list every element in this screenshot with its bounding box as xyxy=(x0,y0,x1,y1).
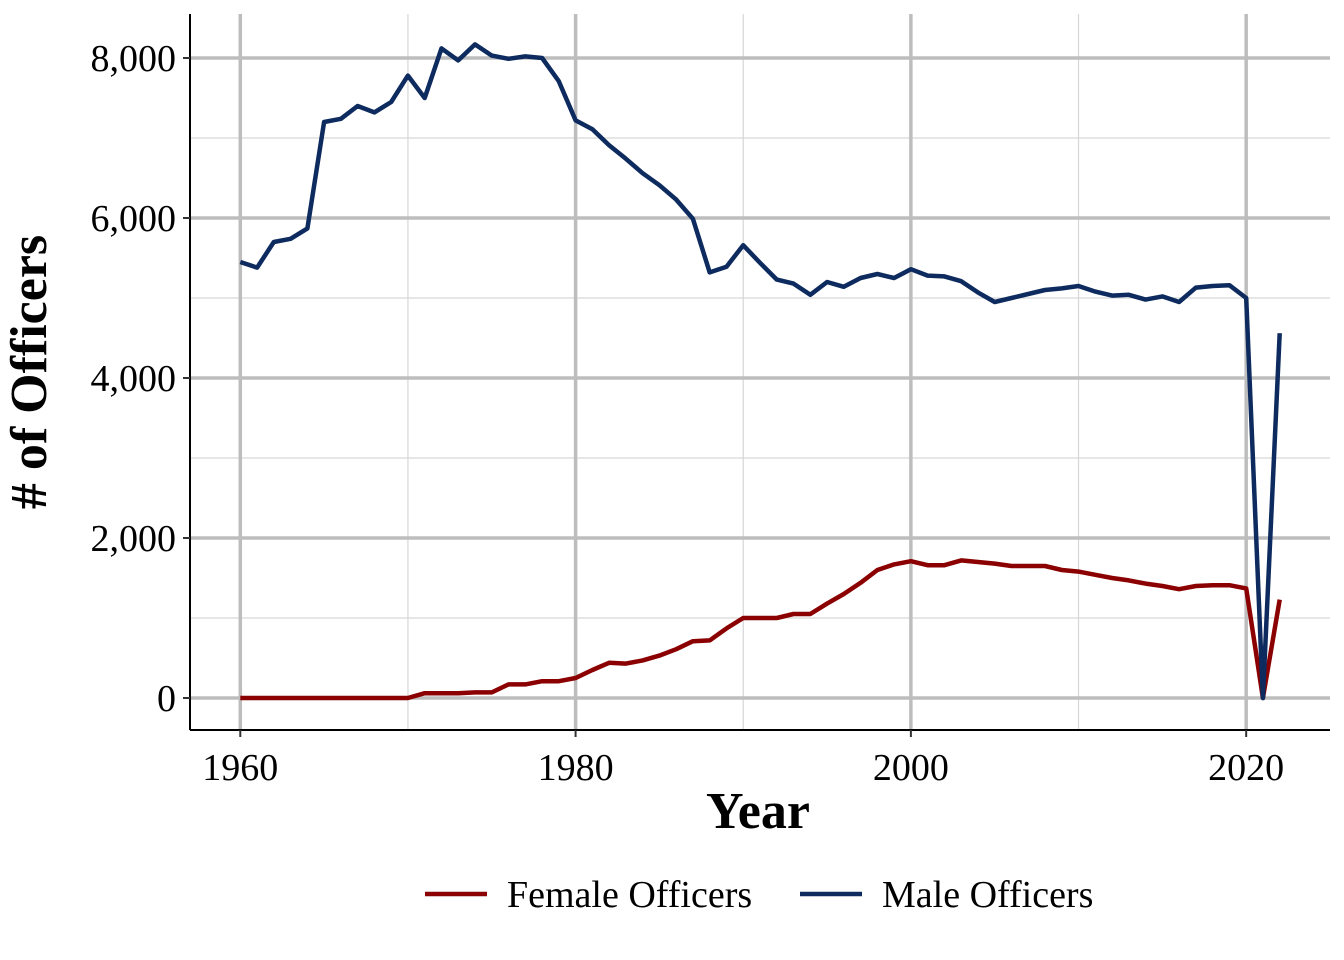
x-tick-label: 2020 xyxy=(1208,747,1284,789)
y-tick-label: 2,000 xyxy=(91,518,177,560)
y-tick-label: 4,000 xyxy=(91,358,177,400)
legend: Female Officers Male Officers xyxy=(425,874,1093,916)
x-axis-title: Year xyxy=(706,783,810,840)
minor-gridlines xyxy=(190,14,1330,730)
x-tick-label: 2000 xyxy=(873,747,949,789)
x-tick-labels: 1960 1980 2000 2020 xyxy=(202,747,1284,789)
y-axis-title: # of Officers xyxy=(1,235,58,509)
y-tick-label: 6,000 xyxy=(91,198,177,240)
legend-label: Female Officers xyxy=(507,874,752,916)
series-lines xyxy=(239,42,1282,701)
y-tick-labels: 0 2,000 4,000 6,000 8,000 xyxy=(91,38,177,720)
axes xyxy=(183,14,1330,737)
series-line-female-officers xyxy=(240,558,1282,701)
x-tick-label: 1960 xyxy=(202,747,278,789)
x-tick-label: 1980 xyxy=(538,747,614,789)
series-line-male-officers xyxy=(239,42,1282,701)
major-gridlines xyxy=(190,14,1330,730)
legend-label: Male Officers xyxy=(882,874,1093,916)
y-tick-label: 0 xyxy=(157,678,176,720)
y-tick-label: 8,000 xyxy=(91,38,177,80)
